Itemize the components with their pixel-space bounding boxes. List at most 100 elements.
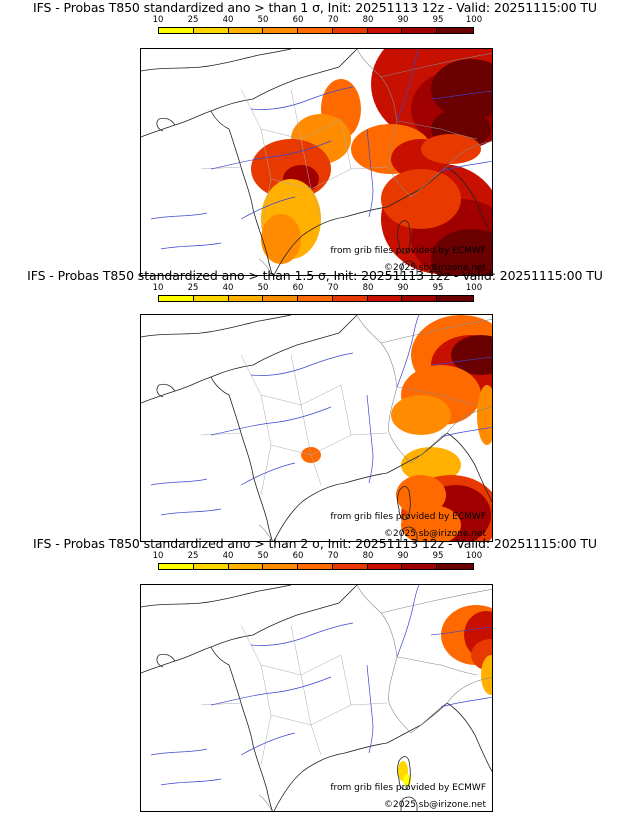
colorbar-segment bbox=[159, 28, 194, 33]
probability-colorbar: 10 25 40 50 60 70 80 90 95 100 bbox=[153, 551, 483, 573]
rivers bbox=[150, 315, 492, 516]
colorbar-segment bbox=[228, 28, 264, 33]
map-canvas bbox=[141, 49, 492, 275]
corsica-outline bbox=[397, 486, 411, 520]
colorbar-tick: 70 bbox=[327, 551, 339, 561]
colorbar-tick: 90 bbox=[397, 551, 409, 561]
colorbar-segment bbox=[193, 564, 229, 569]
colorbar-tick: 25 bbox=[187, 15, 199, 25]
sardinia-outline bbox=[400, 526, 418, 541]
colorbar-segment bbox=[159, 296, 194, 301]
border-france-east bbox=[356, 585, 412, 734]
map-canvas bbox=[141, 315, 492, 541]
colorbar-bar bbox=[158, 27, 474, 34]
source-credit: from grib files provided by ECMWF bbox=[330, 783, 486, 793]
probability-area bbox=[431, 59, 492, 119]
colorbar-segment bbox=[332, 296, 368, 301]
colorbar-ticks: 10 25 40 50 60 70 80 90 95 100 bbox=[153, 283, 483, 294]
colorbar-segment bbox=[332, 28, 368, 33]
colorbar-tick: 50 bbox=[257, 15, 269, 25]
coastline-west bbox=[141, 646, 273, 811]
colorbar-segment bbox=[367, 28, 403, 33]
colorbar-segment bbox=[193, 28, 229, 33]
probability-map: from grib files provided by ECMWF ©2025 … bbox=[140, 314, 493, 542]
coastline-italy bbox=[446, 702, 492, 773]
sardinia-outline bbox=[400, 260, 418, 275]
coastline-west bbox=[141, 376, 273, 541]
river-rhine bbox=[396, 315, 420, 388]
colorbar-segment bbox=[402, 564, 438, 569]
probability-map: from grib files provided by ECMWF ©2025 … bbox=[140, 48, 493, 276]
border-italy-n bbox=[410, 407, 492, 464]
colorbar-tick: 50 bbox=[257, 551, 269, 561]
coastline-italy bbox=[446, 432, 492, 503]
forecast-panel-1: IFS - Probas T850 standardized ano > tha… bbox=[0, 0, 630, 276]
colorbar-tick: 100 bbox=[465, 551, 483, 561]
probability-area bbox=[421, 134, 481, 164]
colorbar-segment bbox=[228, 296, 264, 301]
border-switz bbox=[396, 386, 478, 406]
colorbar-tick: 25 bbox=[187, 551, 199, 561]
river-spain bbox=[150, 212, 222, 250]
corsica-outline bbox=[397, 756, 411, 790]
border-italy-n bbox=[410, 677, 492, 734]
forecast-panel-3: IFS - Probas T850 standardized ano > tha… bbox=[0, 536, 630, 812]
coastline-brittany bbox=[156, 383, 176, 398]
colorbar-tick: 70 bbox=[327, 15, 339, 25]
admin-borders bbox=[200, 315, 492, 541]
river-seine bbox=[250, 86, 354, 110]
colorbar-tick: 95 bbox=[432, 283, 444, 293]
river-spain bbox=[150, 478, 222, 516]
river-seine bbox=[250, 352, 354, 376]
colorbar-ticks: 10 25 40 50 60 70 80 90 95 100 bbox=[153, 551, 483, 562]
river-po bbox=[440, 160, 492, 172]
border-germany bbox=[380, 319, 492, 344]
coastline-england bbox=[141, 315, 292, 338]
copyright-credit: ©2025 sb@irizone.net bbox=[384, 529, 486, 539]
probability-colorbar: 10 25 40 50 60 70 80 90 95 100 bbox=[153, 283, 483, 305]
colorbar-tick: 70 bbox=[327, 283, 339, 293]
colorbar-segment bbox=[263, 564, 299, 569]
river-spain bbox=[150, 748, 222, 786]
probability-area bbox=[391, 395, 451, 435]
colorbar-tick: 95 bbox=[432, 551, 444, 561]
colorbar-tick: 25 bbox=[187, 283, 199, 293]
colorbar-tick: 10 bbox=[152, 551, 164, 561]
colorbar-segment bbox=[298, 564, 333, 569]
probability-area bbox=[477, 385, 492, 445]
colorbar-tick: 80 bbox=[362, 551, 374, 561]
probability-area bbox=[481, 655, 492, 695]
region-lines bbox=[200, 88, 388, 230]
map-canvas bbox=[141, 585, 492, 811]
copyright-credit: ©2025 sb@irizone.net bbox=[384, 800, 486, 810]
colorbar-tick: 10 bbox=[152, 283, 164, 293]
probability-area bbox=[451, 335, 492, 375]
probability-field bbox=[398, 605, 492, 786]
probability-area bbox=[261, 214, 301, 264]
river-rhone bbox=[366, 394, 374, 484]
coastline-england bbox=[141, 585, 292, 608]
colorbar-tick: 80 bbox=[362, 15, 374, 25]
river-rhone bbox=[366, 664, 374, 754]
probability-map: from grib files provided by ECMWF ©2025 … bbox=[140, 584, 493, 812]
colorbar-tick: 100 bbox=[465, 283, 483, 293]
coastlines bbox=[141, 585, 492, 811]
border-spain bbox=[258, 524, 273, 541]
colorbar-segment bbox=[437, 564, 474, 569]
colorbar-segment bbox=[228, 564, 264, 569]
corsica-outline bbox=[397, 220, 411, 254]
probability-area bbox=[381, 169, 461, 229]
border-switz bbox=[396, 120, 478, 140]
region-lines bbox=[200, 624, 388, 766]
coastline-west bbox=[141, 110, 273, 275]
colorbar-bar bbox=[158, 295, 474, 302]
admin-borders bbox=[200, 49, 492, 275]
border-germany bbox=[380, 53, 492, 78]
colorbar-segment bbox=[298, 28, 333, 33]
coastline-england bbox=[141, 49, 292, 72]
probability-colorbar: 10 25 40 50 60 70 80 90 95 100 bbox=[153, 15, 482, 37]
coastline-channel bbox=[210, 49, 358, 112]
colorbar-segment bbox=[367, 564, 403, 569]
river-rhine bbox=[396, 49, 420, 122]
river-danube bbox=[430, 626, 492, 636]
